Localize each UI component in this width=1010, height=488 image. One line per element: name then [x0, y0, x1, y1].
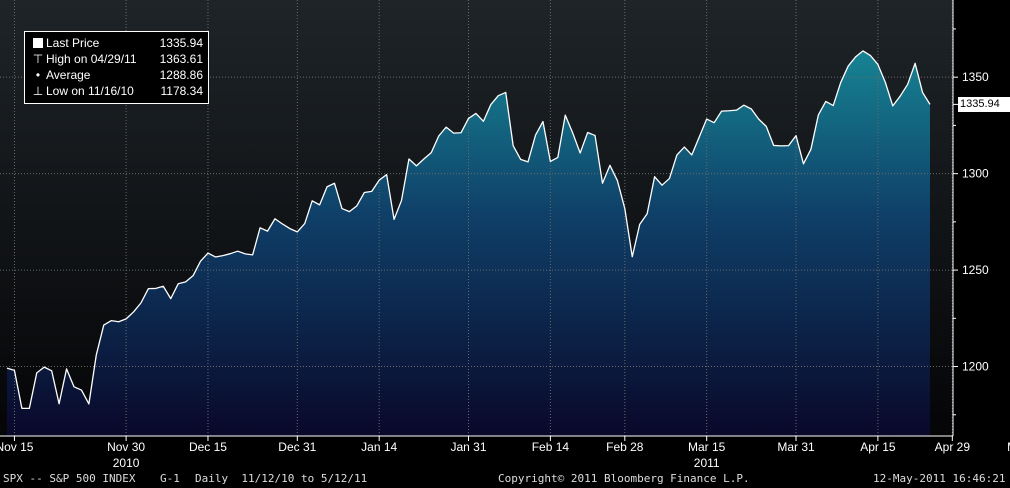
x-tick-label: May 16: [1007, 440, 1010, 454]
legend-label: Low on 11/16/10: [46, 84, 134, 98]
x-tick-label: Jan 14: [361, 440, 397, 454]
x-tick-label: Nov 30: [107, 440, 145, 454]
y-tick-label: 1300: [962, 167, 989, 181]
price-line: [6, 50, 931, 410]
legend-value: 1363.61: [159, 52, 203, 66]
x-tick-label: Dec 31: [278, 440, 316, 454]
legend-value: 1288.86: [159, 68, 203, 82]
x-tick-label: Mar 31: [777, 440, 815, 454]
legend-box: Last Price 1335.94 ⊤ High on 04/29/11 13…: [24, 31, 209, 104]
x-tick-label: Feb 14: [532, 440, 570, 454]
legend-label: Average: [46, 68, 91, 82]
x-tick-label: Apr 29: [935, 440, 971, 454]
status-bar: SPX -- S&P 500 INDEX G-1 Daily 11/12/10 …: [0, 470, 1010, 488]
y-tick-label: 1350: [962, 70, 989, 84]
y-tick-label: 1200: [962, 360, 989, 374]
low-marker-icon: ⊥: [32, 84, 44, 98]
ticker-label: SPX -- S&P 500 INDEX: [3, 472, 136, 485]
copyright: Copyright© 2011 Bloomberg Finance L.P.: [498, 472, 750, 485]
legend-item-last-price: Last Price 1335.94: [31, 35, 208, 51]
x-tick-label: Feb 28: [606, 440, 644, 454]
period-label: Daily 11/12/10 to 5/12/11: [195, 472, 368, 485]
x-tick-label: Nov 15: [0, 440, 34, 454]
year-label: 2010: [113, 456, 140, 470]
legend-item-average: • Average 1288.86: [31, 67, 208, 83]
legend-item-high: ⊤ High on 04/29/11 1363.61: [31, 51, 208, 67]
x-tick-label: Mar 15: [688, 440, 726, 454]
chart-id: G-1: [160, 472, 180, 485]
year-label: 2011: [694, 456, 720, 470]
average-marker-icon: •: [35, 68, 41, 82]
legend-label: High on 04/29/11: [46, 52, 137, 66]
square-icon: [31, 35, 45, 52]
x-tick-label: Jan 31: [450, 440, 486, 454]
y-tick-label: 1250: [962, 263, 989, 277]
x-tick-label: Apr 15: [860, 440, 896, 454]
legend-value: 1178.34: [160, 84, 204, 98]
timestamp: 12-May-2011 16:46:21: [873, 472, 1006, 485]
legend-item-low: ⊥ Low on 11/16/10 1178.34: [31, 83, 208, 99]
high-marker-icon: ⊤: [32, 52, 44, 66]
last-price-tag: 1335.94: [958, 96, 1010, 112]
legend-label: Last Price: [46, 36, 100, 50]
x-tick-label: Dec 15: [189, 440, 227, 454]
legend-value: 1335.94: [159, 36, 203, 50]
